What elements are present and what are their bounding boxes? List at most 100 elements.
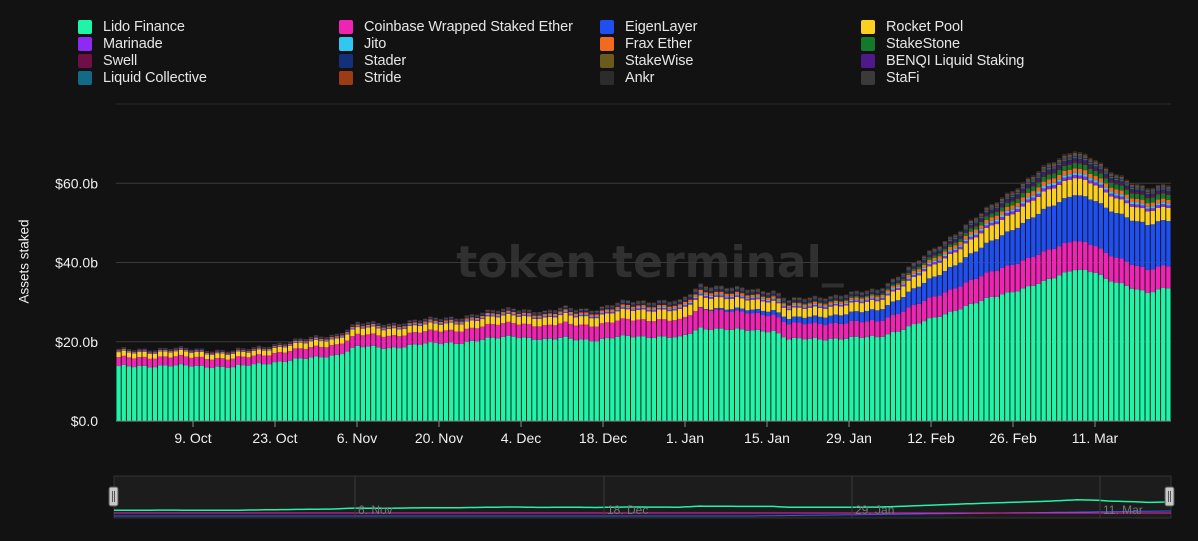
bar-segment[interactable] bbox=[807, 338, 812, 421]
bar-segment[interactable] bbox=[766, 295, 771, 297]
bar-segment[interactable] bbox=[1067, 174, 1072, 177]
bar-segment[interactable] bbox=[599, 308, 605, 309]
bar-segment[interactable] bbox=[1109, 182, 1114, 188]
bar-segment[interactable] bbox=[828, 297, 833, 299]
bar-segment[interactable] bbox=[443, 342, 449, 421]
bar-segment[interactable] bbox=[319, 346, 324, 358]
bar-segment[interactable] bbox=[688, 303, 693, 305]
bar-segment[interactable] bbox=[745, 300, 750, 311]
bar-segment[interactable] bbox=[818, 298, 823, 300]
bar-segment[interactable] bbox=[947, 239, 953, 241]
bar-segment[interactable] bbox=[1150, 210, 1155, 225]
bar-segment[interactable] bbox=[838, 315, 844, 324]
bar-segment[interactable] bbox=[662, 304, 667, 305]
bar-segment[interactable] bbox=[947, 242, 953, 245]
bar-segment[interactable] bbox=[1098, 182, 1103, 185]
bar-segment[interactable] bbox=[594, 316, 599, 317]
bar-segment[interactable] bbox=[308, 341, 314, 348]
bar-segment[interactable] bbox=[958, 239, 963, 242]
bar-segment[interactable] bbox=[1155, 187, 1161, 189]
bar-segment[interactable] bbox=[625, 309, 631, 319]
bar-segment[interactable] bbox=[1041, 174, 1046, 177]
bar-segment[interactable] bbox=[937, 295, 942, 317]
bar-segment[interactable] bbox=[932, 257, 937, 261]
bar-segment[interactable] bbox=[558, 309, 563, 310]
bar-segment[interactable] bbox=[922, 300, 927, 322]
bar-segment[interactable] bbox=[968, 279, 974, 304]
bar-segment[interactable] bbox=[927, 264, 932, 267]
bar-segment[interactable] bbox=[797, 307, 802, 317]
bar-segment[interactable] bbox=[1077, 152, 1083, 154]
bar-segment[interactable] bbox=[236, 365, 241, 421]
bar-segment[interactable] bbox=[870, 290, 875, 292]
bar-segment[interactable] bbox=[1046, 206, 1051, 250]
bar-segment[interactable] bbox=[1072, 156, 1077, 159]
bar-segment[interactable] bbox=[573, 316, 579, 318]
bar-segment[interactable] bbox=[968, 221, 974, 224]
bar-segment[interactable] bbox=[132, 351, 137, 353]
bar-segment[interactable] bbox=[1025, 202, 1031, 220]
bar-segment[interactable] bbox=[1005, 193, 1010, 195]
bar-segment[interactable] bbox=[615, 309, 620, 312]
bar-segment[interactable] bbox=[719, 288, 724, 290]
bar-segment[interactable] bbox=[1145, 206, 1150, 209]
bar-segment[interactable] bbox=[324, 341, 329, 348]
bar-segment[interactable] bbox=[579, 316, 584, 325]
bar-segment[interactable] bbox=[1062, 154, 1067, 156]
bar-segment[interactable] bbox=[1093, 170, 1098, 177]
bar-segment[interactable] bbox=[677, 306, 683, 308]
bar-segment[interactable] bbox=[703, 288, 708, 290]
bar-segment[interactable] bbox=[854, 292, 859, 293]
bar-segment[interactable] bbox=[896, 286, 901, 289]
bar-segment[interactable] bbox=[599, 312, 605, 314]
bar-segment[interactable] bbox=[1077, 269, 1083, 421]
bar-segment[interactable] bbox=[844, 299, 849, 301]
bar-segment[interactable] bbox=[423, 324, 428, 332]
bar-segment[interactable] bbox=[994, 203, 1000, 205]
bar-segment[interactable] bbox=[1057, 174, 1062, 180]
bar-segment[interactable] bbox=[999, 201, 1005, 202]
bar-segment[interactable] bbox=[506, 310, 511, 313]
bar-segment[interactable] bbox=[433, 319, 438, 321]
bar-segment[interactable] bbox=[755, 289, 760, 290]
legend-item[interactable]: Jito bbox=[339, 35, 600, 52]
bar-segment[interactable] bbox=[1155, 188, 1161, 190]
bar-segment[interactable] bbox=[953, 234, 958, 235]
bar-segment[interactable] bbox=[999, 201, 1005, 204]
bar-segment[interactable] bbox=[781, 307, 786, 317]
bar-segment[interactable] bbox=[168, 350, 173, 351]
bar-segment[interactable] bbox=[558, 311, 563, 314]
bar-segment[interactable] bbox=[979, 225, 984, 229]
bar-segment[interactable] bbox=[615, 320, 620, 337]
bar-segment[interactable] bbox=[823, 306, 828, 308]
bar-segment[interactable] bbox=[760, 296, 766, 299]
bar-segment[interactable] bbox=[1114, 180, 1119, 183]
bar-segment[interactable] bbox=[1119, 194, 1124, 197]
bar-segment[interactable] bbox=[339, 336, 345, 338]
bar-segment[interactable] bbox=[345, 332, 350, 334]
bar-segment[interactable] bbox=[916, 263, 922, 265]
bar-segment[interactable] bbox=[1041, 251, 1046, 281]
bar-segment[interactable] bbox=[979, 230, 984, 234]
bar-segment[interactable] bbox=[1077, 157, 1083, 159]
bar-segment[interactable] bbox=[142, 365, 147, 421]
bar-segment[interactable] bbox=[1067, 164, 1072, 170]
bar-segment[interactable] bbox=[1135, 183, 1140, 185]
bar-segment[interactable] bbox=[786, 318, 792, 325]
bar-segment[interactable] bbox=[953, 245, 958, 249]
bar-segment[interactable] bbox=[823, 299, 828, 301]
bar-segment[interactable] bbox=[906, 307, 911, 327]
bar-segment[interactable] bbox=[818, 339, 823, 421]
bar-segment[interactable] bbox=[506, 313, 511, 322]
bar-segment[interactable] bbox=[677, 336, 683, 421]
bar-segment[interactable] bbox=[973, 219, 979, 221]
bar-segment[interactable] bbox=[1093, 180, 1098, 183]
bar-segment[interactable] bbox=[776, 301, 781, 304]
bar-segment[interactable] bbox=[797, 305, 802, 307]
bar-segment[interactable] bbox=[766, 293, 771, 295]
bar-segment[interactable] bbox=[854, 295, 859, 298]
bar-segment[interactable] bbox=[132, 351, 137, 352]
bar-segment[interactable] bbox=[859, 297, 864, 299]
bar-segment[interactable] bbox=[1114, 198, 1119, 214]
bar-segment[interactable] bbox=[719, 297, 724, 308]
